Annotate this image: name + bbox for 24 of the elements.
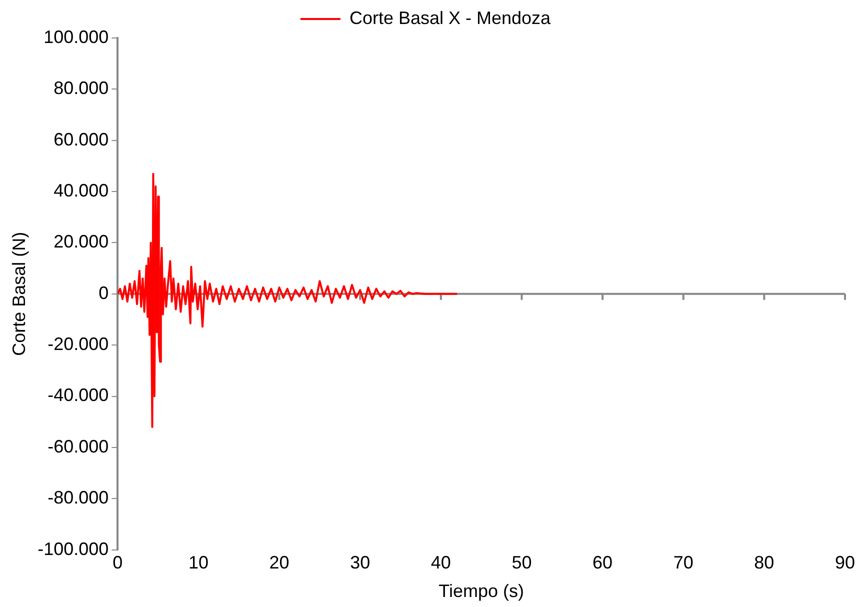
x-tick-label: 80: [754, 552, 774, 573]
y-tick-label: -100.000: [38, 538, 109, 559]
y-tick-label: -60.000: [48, 436, 109, 456]
x-tick-label: 10: [188, 552, 208, 573]
x-tick-label: 90: [834, 552, 856, 573]
y-tick-label: 60.000: [54, 129, 109, 150]
y-tick-label: -40.000: [48, 385, 109, 406]
y-tick-label: 0: [98, 282, 109, 303]
y-tick-label: 100.000: [44, 26, 109, 47]
y-tick-label: -20.000: [48, 334, 109, 354]
x-tick-label: 70: [673, 552, 694, 573]
y-axis-title: Corte Basal (N): [8, 232, 29, 356]
x-tick-label: 50: [512, 552, 532, 573]
legend-label: Corte Basal X - Mendoza: [349, 8, 552, 28]
x-axis-title: Tiempo (s): [438, 581, 524, 602]
x-tick-label: 20: [269, 552, 290, 573]
x-tick-label: 60: [592, 552, 613, 573]
x-tick-label: 40: [430, 552, 451, 573]
y-tick-label: 40.000: [54, 180, 109, 201]
x-tick-label: 30: [350, 552, 370, 573]
y-tick-label: 20.000: [54, 232, 109, 252]
y-tick-label: -80.000: [48, 488, 109, 508]
y-tick-label: 80.000: [54, 78, 109, 98]
x-tick-label: 0: [112, 552, 123, 573]
